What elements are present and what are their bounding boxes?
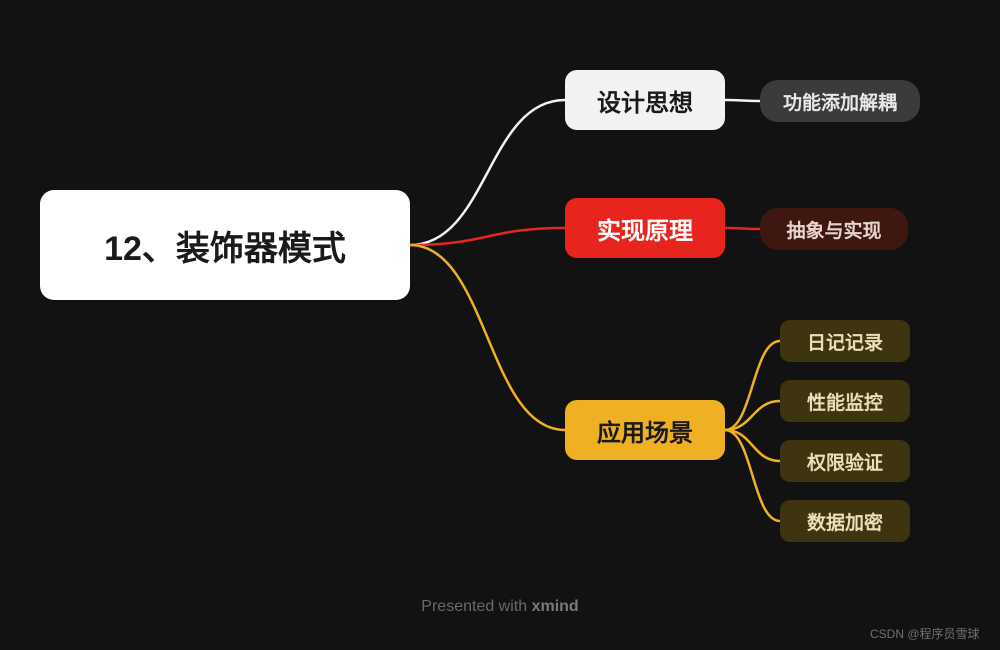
watermark-text: CSDN @程序员雪球 xyxy=(870,625,980,642)
leaf-node-principle-0: 抽象与实现 xyxy=(760,208,908,250)
leaf-node-design-0: 功能添加解耦 xyxy=(760,80,920,122)
leaf-node-usecase-1: 性能监控 xyxy=(780,380,910,422)
branch-node-principle: 实现原理 xyxy=(565,198,725,258)
root-node: 12、装饰器模式 xyxy=(40,190,410,300)
footer-brand: xmind xyxy=(532,598,579,615)
footer-prefix: Presented with xyxy=(421,598,531,615)
branch-node-design: 设计思想 xyxy=(565,70,725,130)
branch-node-usecase: 应用场景 xyxy=(565,400,725,460)
leaf-node-usecase-2: 权限验证 xyxy=(780,440,910,482)
leaf-node-usecase-3: 数据加密 xyxy=(780,500,910,542)
leaf-node-usecase-0: 日记记录 xyxy=(780,320,910,362)
footer-credit: Presented with xmind xyxy=(421,598,578,616)
